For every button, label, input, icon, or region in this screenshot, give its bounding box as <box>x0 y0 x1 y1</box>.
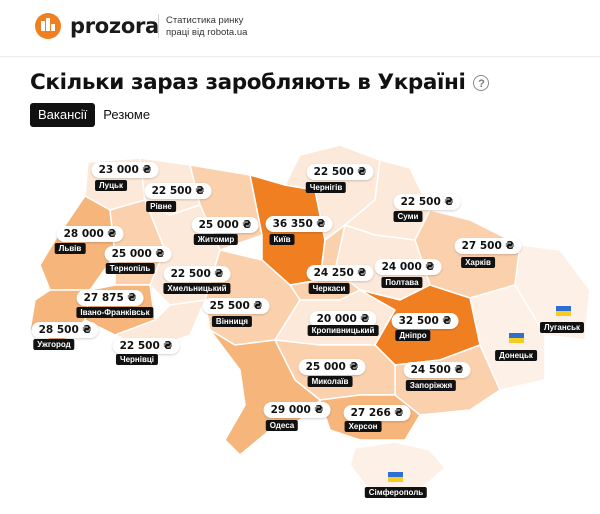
label-rivne: Рівне <box>146 201 176 212</box>
price-poltava[interactable]: 24 000 ₴ <box>374 259 442 275</box>
label-lutsk: Луцьк <box>95 180 127 191</box>
price-rivne[interactable]: 22 500 ₴ <box>144 183 212 199</box>
price-odesa[interactable]: 29 000 ₴ <box>263 402 331 418</box>
label-chernihiv: Чернігів <box>305 182 347 193</box>
label-odesa: Одеса <box>265 420 299 431</box>
tagline-line-2: праці від robota.ua <box>166 27 248 38</box>
price-ternopil[interactable]: 25 000 ₴ <box>104 246 172 262</box>
label-simferopol: Сімферополь <box>364 487 428 498</box>
price-chernivtsi[interactable]: 22 500 ₴ <box>112 338 180 354</box>
price-ivano[interactable]: 27 875 ₴ <box>76 290 144 306</box>
help-icon[interactable]: ? <box>473 74 490 91</box>
price-chernihiv[interactable]: 22 500 ₴ <box>306 164 374 180</box>
label-ternopil: Тернопіль <box>105 263 155 274</box>
price-dnipro[interactable]: 32 500 ₴ <box>391 313 459 329</box>
header-divider <box>158 14 159 38</box>
price-vinnytsia[interactable]: 25 500 ₴ <box>202 298 270 314</box>
label-poltava: Полтава <box>381 277 423 288</box>
price-cherkasy[interactable]: 24 250 ₴ <box>306 265 374 281</box>
ukraine-flag-icon <box>388 472 403 482</box>
ukraine-flag-icon <box>509 333 524 343</box>
label-kherson: Херсон <box>344 421 382 432</box>
label-dnipro: Дніпро <box>395 330 431 341</box>
label-ivano: Івано-Франківськ <box>76 307 154 318</box>
price-kherson[interactable]: 27 266 ₴ <box>343 405 411 421</box>
ukraine-flag-icon <box>556 306 571 316</box>
tab-resumes[interactable]: Резюме <box>103 107 151 122</box>
price-zhytomyr[interactable]: 25 000 ₴ <box>191 217 259 233</box>
brand-logo[interactable]: prozora <box>34 12 159 40</box>
price-mykolaiv[interactable]: 25 000 ₴ <box>298 359 366 375</box>
label-donetsk: Донецьк <box>495 350 537 361</box>
label-kyiv: Київ <box>269 234 295 245</box>
price-zaporizhzhia[interactable]: 24 500 ₴ <box>403 362 471 378</box>
label-kropyvnytskyi: Кропивницький <box>307 325 379 336</box>
label-chernivtsi: Чернівці <box>115 354 159 365</box>
price-sumy[interactable]: 22 500 ₴ <box>393 194 461 210</box>
label-zaporizhzhia: Запоріжжя <box>405 380 457 391</box>
label-lviv: Львів <box>54 243 86 254</box>
label-vinnytsia: Вінниця <box>211 316 253 327</box>
label-zhytomyr: Житомир <box>193 234 239 245</box>
tagline-line-1: Статистика ринку <box>166 15 244 26</box>
label-kharkiv: Харків <box>461 257 495 268</box>
tab-vacancies[interactable]: Вакансії <box>30 103 96 127</box>
label-mykolaiv: Миколаїв <box>307 376 353 387</box>
price-kharkiv[interactable]: 27 500 ₴ <box>454 238 522 254</box>
title-row: Скільки зараз заробляють в Україні ? <box>30 70 490 95</box>
tagline: Статистика ринку праці від robota.ua <box>166 15 286 39</box>
view-tabs: Вакансії Резюме <box>30 103 158 127</box>
label-sumy: Суми <box>393 211 423 222</box>
page-title: Скільки зараз заробляють в Україні <box>30 70 466 95</box>
ukraine-map: 23 000 ₴ Луцьк 22 500 ₴ Рівне 22 500 ₴ Ч… <box>0 130 600 514</box>
label-uzhhorod: Ужгород <box>33 339 75 350</box>
label-cherkasy: Черкаси <box>308 283 350 294</box>
label-khmelnytskyi: Хмельницький <box>163 283 231 294</box>
price-uzhhorod[interactable]: 28 500 ₴ <box>31 322 99 338</box>
brand-name: prozora <box>70 14 159 38</box>
label-luhansk: Луганськ <box>539 322 585 333</box>
price-lviv[interactable]: 28 000 ₴ <box>56 226 124 242</box>
price-khmelnytskyi[interactable]: 22 500 ₴ <box>163 266 231 282</box>
prozora-logo-icon <box>35 13 61 39</box>
site-header: prozora Статистика ринку праці від robot… <box>0 0 600 57</box>
price-kropyvnytskyi[interactable]: 20 000 ₴ <box>309 311 377 327</box>
price-kyiv[interactable]: 36 350 ₴ <box>265 216 333 232</box>
price-lutsk[interactable]: 23 000 ₴ <box>91 162 159 178</box>
